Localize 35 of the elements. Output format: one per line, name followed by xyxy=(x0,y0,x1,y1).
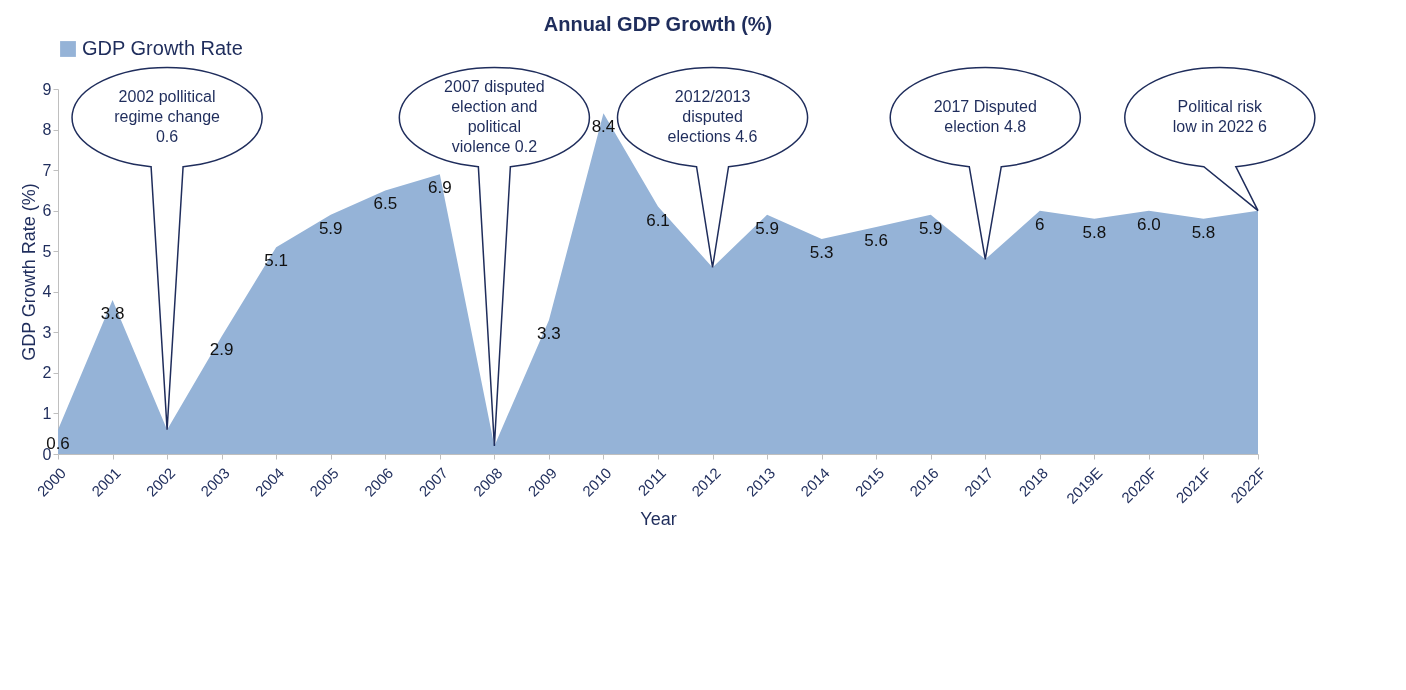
data-label: 3.8 xyxy=(100,303,125,323)
data-label: 5.1 xyxy=(264,251,288,271)
data-label: 5.8 xyxy=(1082,222,1107,242)
data-label: 6 xyxy=(1035,214,1045,234)
data-label: 5.9 xyxy=(918,218,943,238)
y-tick-label: 9 xyxy=(42,80,52,98)
chart-title: Annual GDP Growth (%) xyxy=(543,13,773,35)
y-tick-label: 4 xyxy=(42,283,52,301)
annotation: 2017 Disputed election 4.8 xyxy=(933,98,1037,136)
data-label: 5.9 xyxy=(318,218,343,238)
data-label: 6.5 xyxy=(373,194,398,214)
data-label: 3.3 xyxy=(537,324,561,344)
y-tick-label: 1 xyxy=(42,404,52,422)
data-label: 6.1 xyxy=(646,210,670,230)
y-axis-title: GDP Growth Rate (%) xyxy=(18,183,39,361)
data-label: 8.4 xyxy=(591,117,616,137)
data-label: 5.8 xyxy=(1191,222,1216,242)
annotation: 2012/2013 disputed elections 4.6 xyxy=(667,88,758,146)
x-axis-title: Year xyxy=(640,508,677,529)
y-tick-label: 5 xyxy=(42,242,52,260)
y-tick-label: 3 xyxy=(42,323,52,341)
data-label: 6.0 xyxy=(1137,214,1161,234)
y-tick-label: 2 xyxy=(42,364,52,382)
annotation: Political risk low in 2022 6 xyxy=(1172,98,1268,136)
data-label: 6.9 xyxy=(428,178,452,198)
data-label: 5.6 xyxy=(864,230,888,250)
annotation: 2007 disputed election and political violence 0.2 xyxy=(444,78,545,156)
annotation: 2002 pollitical regime change 0.6 xyxy=(114,88,221,146)
data-label: 2.9 xyxy=(209,340,234,360)
y-tick-label: 6 xyxy=(42,202,52,220)
y-tick-label: 7 xyxy=(42,161,52,179)
y-tick-label: 8 xyxy=(42,121,52,139)
legend-label: GDP Growth Rate xyxy=(82,37,243,59)
data-label: 5.9 xyxy=(755,218,779,238)
data-label: 5.3 xyxy=(809,243,834,263)
